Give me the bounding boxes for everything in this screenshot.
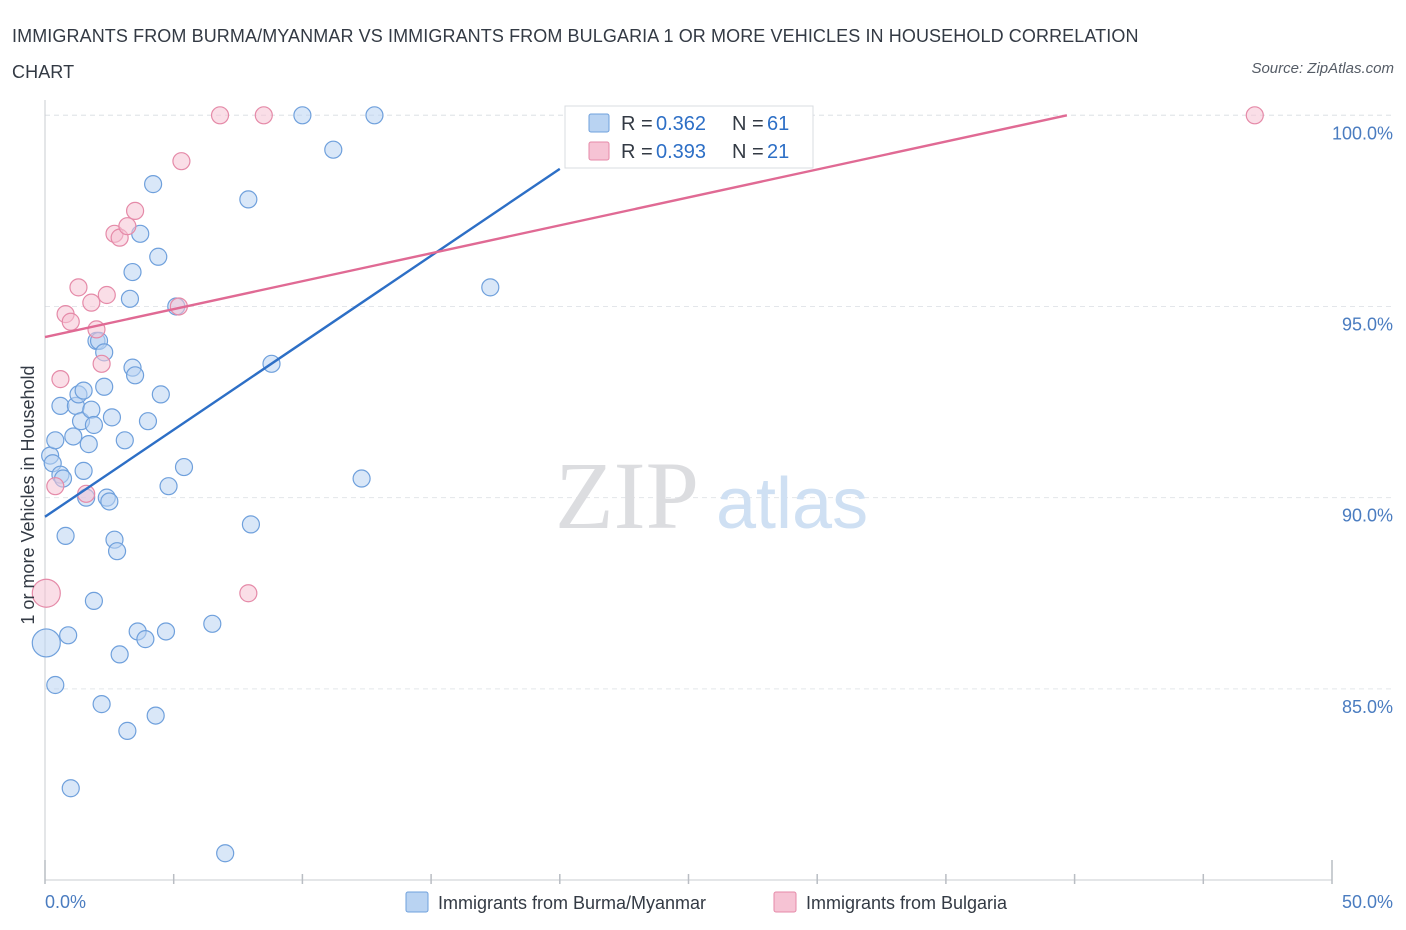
burma-point: [156, 622, 176, 641]
burma-point: [293, 106, 312, 125]
burma-point: [159, 477, 178, 496]
burma-point: [174, 457, 194, 477]
bulgaria-point: [239, 584, 258, 603]
chart-title: IMMIGRANTS FROM BURMA/MYANMAR VS IMMIGRA…: [12, 26, 1139, 82]
burma-point: [84, 591, 104, 610]
burma-point: [138, 412, 158, 431]
bulgaria-point: [69, 278, 88, 297]
burma-point: [115, 431, 134, 450]
y-tick-label: 85.0%: [1342, 697, 1393, 717]
bulgaria-point: [210, 106, 230, 125]
burma-point: [241, 515, 261, 534]
burma-point: [74, 461, 93, 480]
burma-point: [56, 526, 75, 545]
stats-swatch-bulgaria: [588, 141, 610, 161]
stats-swatch-burma: [588, 113, 610, 133]
series-legend: Immigrants from Burma/Myanmar Immigrants…: [405, 891, 1008, 913]
stats-r-value-burma: 0.362: [656, 113, 706, 135]
legend-swatch-burma: [405, 891, 429, 913]
burma-point: [144, 175, 163, 194]
watermark-atlas: atlas: [716, 464, 868, 544]
legend-label-burma: Immigrants from Burma/Myanmar: [438, 893, 706, 913]
burma-point: [146, 706, 165, 725]
bulgaria-point: [51, 370, 70, 389]
burma-point: [324, 140, 343, 159]
x-tick-label-max: 50.0%: [1342, 892, 1393, 912]
burma-point: [203, 614, 222, 633]
burma-point: [110, 645, 129, 664]
burma-point: [151, 385, 170, 404]
burma-point: [84, 415, 104, 435]
bulgaria-point: [92, 354, 111, 373]
burma-point: [51, 396, 70, 415]
burma-point: [31, 628, 61, 658]
stats-n-value-bulgaria: 21: [767, 141, 789, 163]
bulgaria-point: [61, 312, 80, 331]
bulgaria-point: [125, 201, 145, 220]
burma-point: [59, 626, 78, 645]
burma-point: [239, 190, 258, 209]
burma-point: [102, 408, 122, 427]
watermark-zip: ZIP: [555, 442, 699, 549]
watermark: ZIP atlas: [555, 442, 868, 549]
burma-point: [107, 542, 127, 561]
burma-point: [352, 469, 371, 488]
burma-point: [216, 844, 235, 863]
stats-r-value-bulgaria: 0.393: [656, 141, 706, 163]
bulgaria-point: [31, 578, 61, 608]
burma-point: [74, 381, 93, 400]
burma-point: [95, 377, 114, 396]
y-tick-label: 90.0%: [1342, 506, 1393, 526]
bulgaria-point: [46, 477, 65, 496]
stats-n-value-burma: 61: [767, 113, 789, 135]
source-label: Source: ZipAtlas.com: [1251, 60, 1394, 77]
stats-n-label-bulgaria: N =: [732, 141, 764, 163]
burma-point: [149, 247, 168, 266]
burma-point: [136, 630, 155, 649]
y-axis-title: 1 or more Vehicles in Household: [18, 365, 38, 624]
burma-point: [481, 278, 500, 297]
bulgaria-point: [118, 217, 137, 236]
legend-label-bulgaria: Immigrants from Bulgaria: [806, 893, 1008, 913]
burma-point: [64, 427, 83, 446]
bulgaria-point: [172, 152, 191, 171]
burma-point: [123, 262, 142, 282]
stats-r-label-burma: R =: [621, 113, 653, 135]
burma-point: [46, 431, 65, 450]
burma-point: [120, 289, 140, 308]
legend-swatch-bulgaria: [773, 891, 797, 913]
stats-n-label-burma: N =: [732, 113, 764, 135]
x-tick-label-min: 0.0%: [45, 892, 86, 912]
burma-point: [365, 106, 384, 125]
stats-legend: R = 0.362 N = 61 R = 0.393 N = 21: [564, 105, 814, 169]
burma-point: [92, 695, 111, 714]
y-tick-label: 100.0%: [1332, 123, 1393, 143]
data-points: [31, 106, 1264, 863]
bulgaria-point: [254, 106, 273, 125]
burma-point: [61, 779, 80, 798]
bulgaria-trend-line: [44, 114, 1068, 339]
bulgaria-point: [97, 285, 116, 305]
y-tick-label: 95.0%: [1342, 314, 1393, 334]
stats-r-label-bulgaria: R =: [621, 141, 653, 163]
burma-point: [79, 435, 98, 454]
y-tick-labels: 85.0% 90.0% 95.0% 100.0%: [1332, 123, 1393, 717]
burma-point: [125, 366, 145, 385]
burma-point: [100, 492, 119, 511]
axes: [44, 100, 1333, 884]
burma-point: [118, 721, 137, 740]
burma-trend-line: [44, 167, 561, 518]
trend-lines: [44, 114, 1068, 518]
bulgaria-point: [1245, 106, 1264, 125]
burma-point: [46, 675, 65, 695]
burma-point: [82, 400, 101, 419]
bulgaria-point: [82, 293, 101, 312]
